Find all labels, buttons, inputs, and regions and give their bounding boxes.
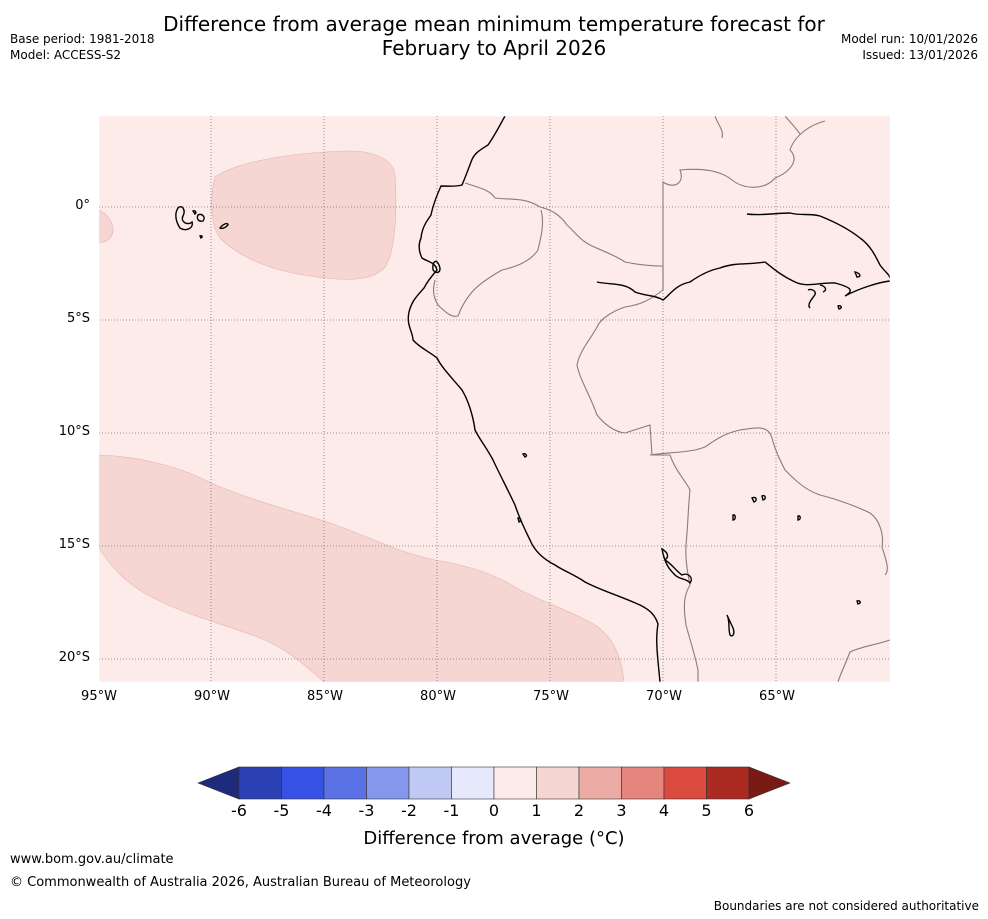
colorbar-tick-label: 0 [488,801,500,820]
colorbar-tick-label: 6 [743,801,755,820]
model-name: Model: ACCESS-S2 [10,48,122,62]
colorbar-swatch-3-to-4 [621,766,665,800]
colorbar-swatch--6-to--5 [238,766,282,800]
colorbar-tick-label: 2 [573,801,585,820]
meta-right: Model run: 10/01/2026 Issued: 13/01/2026 [841,31,978,63]
lat-label-10s: 10°S [58,424,90,439]
colorbar-swatch-5-to-6 [706,766,750,800]
colorbar-swatch--2-to--1 [408,766,452,800]
meta-left: Base period: 1981-2018 Model: ACCESS-S2 [10,31,155,63]
colorbar [197,766,791,800]
colorbar-tick-label: -6 [231,801,247,820]
colorbar-tick-label: -2 [401,801,417,820]
lon-label-70w: 70°W [646,689,682,704]
colorbar-swatch-2-to-3 [578,766,622,800]
lat-label-15s: 15°S [58,537,90,552]
country-borders [433,116,890,682]
lon-label-75w: 75°W [533,689,569,704]
anomaly-patch-southwest [99,454,625,682]
colorbar-extend-low [197,766,240,800]
colorbar-swatch-1-to-2 [536,766,580,800]
coastline [175,116,890,682]
anomaly-patch-galapagos [211,150,397,280]
boundary-disclaimer: Boundaries are not considered authoritat… [713,899,979,913]
map-title: Difference from average mean minimum tem… [0,12,988,60]
colorbar-title: Difference from average (°C) [363,828,625,849]
colorbar-swatch-0-to-1 [493,766,537,800]
colorbar-tick-label: -1 [443,801,460,820]
colorbar-swatch--1-to-0 [451,766,495,800]
lon-label-85w: 85°W [307,689,343,704]
colorbar-tick-label: 1 [531,801,542,820]
lon-label-95w: 95°W [81,689,117,704]
bom-url: www.bom.gov.au/climate [10,852,174,867]
colorbar-extend-high [748,766,791,800]
copyright: © Commonwealth of Australia 2026, Austra… [10,875,471,890]
model-run-date: Model run: 10/01/2026 [840,32,978,46]
lon-label-80w: 80°W [420,689,456,704]
lat-label-20s: 20°S [58,650,90,665]
graticule [99,116,890,682]
map-title-line2: February to April 2026 [381,36,607,60]
lon-label-90w: 90°W [194,689,230,704]
colorbar-tick-label: 3 [616,801,627,820]
colorbar-swatch--4-to--3 [323,766,367,800]
colorbar-swatch--5-to--4 [281,766,325,800]
lat-label-5s: 5°S [66,311,90,326]
colorbar-tick-label: -4 [316,801,332,820]
colorbar-tick-label: -5 [273,801,290,820]
map-title-line1: Difference from average mean minimum tem… [163,12,825,36]
lon-label-65w: 65°W [759,689,795,704]
colorbar-tick-label: 4 [658,801,670,820]
lat-label-0: 0° [75,198,90,213]
colorbar-tick-label: -3 [358,801,375,820]
anomaly-patch-west-edge [99,209,114,243]
issued-date: Issued: 13/01/2026 [862,48,978,62]
colorbar-swatch-4-to-5 [663,766,707,800]
colorbar-tick-label: 5 [701,801,712,820]
colorbar-swatch--3-to--2 [366,766,410,800]
base-period: Base period: 1981-2018 [10,32,155,46]
